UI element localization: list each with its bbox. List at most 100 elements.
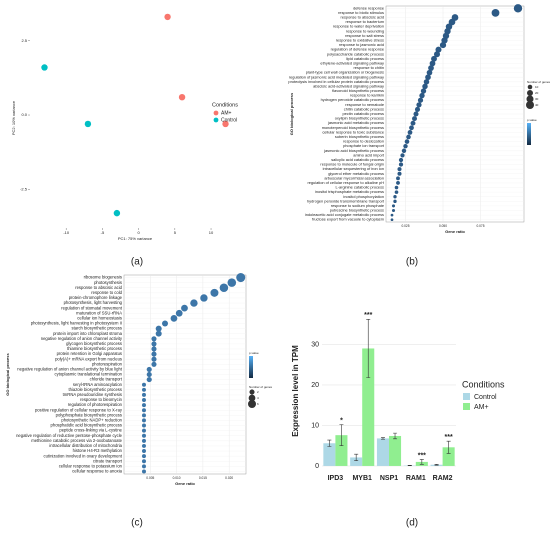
- dot: [397, 171, 402, 176]
- size-legend-title: Number of genes: [249, 385, 273, 389]
- dot: [425, 74, 431, 81]
- y-tick-label: negative regulation of anion channel act…: [17, 367, 123, 372]
- size-legend-dot: [526, 95, 534, 103]
- x-tick-label: 10: [209, 230, 214, 235]
- error-bar: [434, 464, 439, 466]
- error-bar: [393, 432, 398, 440]
- dot: [141, 454, 146, 459]
- y-tick-label: ribosome biogenesis: [84, 275, 122, 280]
- x-tick-label: 0: [138, 230, 141, 235]
- bar: [362, 348, 375, 466]
- dot: [175, 309, 183, 317]
- dot: [417, 97, 424, 103]
- size-legend-dot: [527, 84, 533, 90]
- y-tick-label: hydrogen peroxide catabolic process: [321, 97, 384, 102]
- y-tick-label: response to molecule of fungal origin: [320, 162, 384, 167]
- size-legend-title: Number of genes: [527, 80, 550, 84]
- dot: [419, 92, 425, 99]
- significance: ***: [445, 434, 453, 441]
- y-tick-label: response to abscisic acid: [341, 15, 384, 20]
- y-tick-label: methionine catabolic process via 2-oxobu…: [31, 438, 122, 443]
- x-tick-label: RAM2: [433, 475, 453, 482]
- x-tick-label: 0.005: [146, 476, 154, 480]
- significance: ***: [418, 452, 426, 459]
- size-legend-dot: [526, 89, 534, 97]
- dot: [394, 185, 399, 190]
- y-tick-label: negative regulation of anion channel act…: [41, 336, 123, 341]
- y-tick-label: inositol trisphosphate metabolic process: [315, 189, 384, 194]
- y-tick-label: jasmonic acid biosynthetic process: [323, 148, 384, 153]
- dot: [141, 469, 146, 474]
- dot: [151, 351, 157, 357]
- x-tick-label: 0.075: [477, 224, 485, 228]
- y-tick-label: proteolysis involved in cellular protein…: [288, 79, 384, 84]
- y-tick-label: plant-type cell wall organization or bio…: [306, 70, 384, 75]
- x-tick-label: 0.050: [439, 224, 447, 228]
- color-legend-title: p.value: [249, 351, 259, 355]
- bar: [389, 435, 402, 466]
- legend-label: AM+: [474, 404, 489, 411]
- y-tick-label: photosynthesis, light harvesting in phot…: [31, 321, 122, 326]
- y-tick-label: maturation of SSU-rRNA: [76, 310, 122, 315]
- y-tick-label: arbuscular mycorrhizal association: [324, 175, 384, 180]
- y-tick-label: response to desiccation: [343, 139, 384, 144]
- legend-title: Conditions: [462, 379, 505, 389]
- y-tick-label: phosphate ion transport: [343, 143, 385, 148]
- dot: [141, 423, 146, 428]
- y-tick-label: response to nematode: [345, 102, 384, 107]
- y-tick-label: response to bleomycin: [80, 397, 123, 402]
- dot: [397, 167, 402, 172]
- legend-label: AM+: [221, 110, 232, 116]
- y-tick-label: L-arginine catabolic process: [336, 185, 384, 190]
- y-tick-label: response to sodium phosphate: [331, 203, 384, 208]
- y-tick-label: photosynthesis, light harvesting: [64, 300, 123, 305]
- dot: [151, 341, 157, 347]
- dot: [426, 69, 433, 76]
- y-tick-label: response to biotic stimulus: [338, 10, 384, 15]
- size-legend-label: 40: [535, 103, 539, 107]
- dot: [391, 204, 396, 208]
- dot: [141, 413, 146, 418]
- y-tick-label: oxylipin biosynthetic process: [335, 116, 384, 121]
- y-tick-label: regulation of stomatal movement: [61, 305, 123, 310]
- y-tick-label: response to wounding: [346, 28, 384, 33]
- dot: [151, 361, 157, 367]
- dot: [428, 65, 434, 71]
- x-tick-label: RAM1: [406, 475, 426, 482]
- dot: [151, 356, 157, 362]
- y-tick-label: response to jasmonic acid: [339, 42, 384, 47]
- y-axis-label: GO biological process: [5, 353, 10, 396]
- y-tick-label: pectin catabolic process: [342, 111, 384, 116]
- error-bar: [446, 440, 451, 454]
- y-tick-label: 10: [311, 422, 319, 429]
- dot: [439, 41, 447, 49]
- color-legend-title: p.value: [527, 118, 537, 122]
- colorbar: [527, 123, 531, 145]
- y-tick-label: chloride transport: [90, 377, 123, 382]
- y-tick-label: polyphosphate biosynthetic process: [56, 412, 122, 417]
- y-tick-label: peptide cross-linking via L-cystine: [59, 428, 122, 433]
- dot: [396, 176, 400, 181]
- point: [84, 120, 92, 128]
- size-legend-label: 30: [535, 97, 539, 101]
- bar: [350, 457, 363, 466]
- error-bar: [419, 459, 424, 465]
- size-legend-label: 6: [257, 402, 259, 406]
- dot: [141, 428, 146, 433]
- dot: [141, 443, 146, 448]
- legend-swatch: [213, 117, 219, 123]
- y-tick-label: fructose export from vacuole to cytoplas…: [312, 217, 384, 222]
- x-tick-label: 5: [174, 230, 177, 235]
- dot: [162, 320, 169, 327]
- point: [41, 64, 48, 71]
- y-tick-label: response to karrikin: [350, 93, 384, 98]
- dot: [398, 162, 404, 167]
- dot: [141, 449, 146, 454]
- y-tick-label: monoterpenoid biosynthetic process: [322, 125, 384, 130]
- point: [164, 13, 171, 21]
- dot: [394, 190, 399, 194]
- dot: [431, 55, 437, 62]
- bar: [442, 447, 455, 466]
- y-tick-label: response to chitin: [354, 65, 385, 70]
